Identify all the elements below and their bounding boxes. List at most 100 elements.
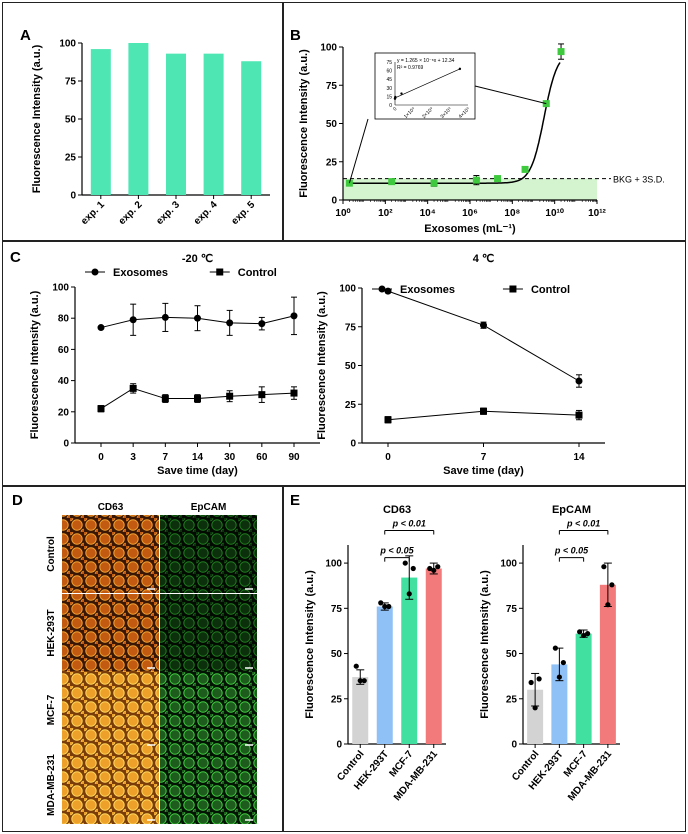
e1-y-axis-tick-label: 0 (336, 740, 342, 751)
e2-significance-label: p < 0.01 (566, 519, 600, 529)
e2-replicate-point (605, 602, 611, 608)
a-x-tick-label: exp. 5 (229, 199, 257, 227)
b-inset-y-tick-label: 15 (386, 94, 392, 100)
c2-legend-exosomes-label: Exosomes (400, 284, 455, 296)
d-cd63-image (62, 594, 159, 672)
c1-y-axis-tick-label: 100 (52, 283, 69, 294)
c1-x-tick-label: 7 (163, 452, 169, 463)
panel-label-b: B (290, 27, 301, 44)
b-y-axis-tick-label: 100 (320, 43, 337, 54)
e1-y-axis-label: Fluorescence Intensity (a.u.) (304, 570, 316, 719)
d-column-header: EpCAM (191, 502, 227, 513)
e2-significance-label: p < 0.05 (554, 546, 589, 556)
e1-y-axis-tick-label: 50 (331, 649, 343, 660)
panel-label-d: D (12, 492, 23, 509)
c1-legend-exosomes-label: Exosomes (113, 267, 168, 279)
e1-y-axis-tick-label: 75 (331, 604, 343, 615)
c1-legend-control-marker (216, 268, 224, 276)
e2-x-tick-label: MDA-MB-231 (566, 749, 614, 804)
c1-y-axis-tick-label: 80 (58, 314, 70, 325)
b-y-axis-tick-label: 25 (326, 157, 338, 168)
c1-exosomes-marker (161, 313, 169, 321)
panel-label-e: E (290, 492, 300, 509)
e1-title: CD63 (383, 504, 411, 516)
d-cd63-image (62, 515, 159, 593)
a-bar (90, 49, 111, 195)
e2-replicate-point (581, 632, 587, 639)
c1-control-marker (161, 395, 169, 403)
e2-replicate-point (552, 645, 558, 651)
c1-x-tick-label: 60 (256, 452, 268, 463)
c1-exosomes-marker (290, 312, 298, 320)
c1-control-marker (194, 395, 201, 403)
a-y-axis-tick-label: 75 (65, 77, 77, 88)
e1-x-tick-label: MDA-MB-231 (392, 749, 440, 804)
a-x-tick-label: exp. 2 (117, 199, 145, 227)
e1-replicate-point (361, 678, 367, 684)
panel-label-a: A (20, 27, 31, 44)
d-cd63-image (62, 746, 159, 824)
c1-exosomes-marker (258, 320, 266, 328)
c1-title: -20 ℃ (182, 253, 213, 265)
c1-x-tick-label: 30 (224, 452, 236, 463)
c2-y-axis-tick-label: 50 (345, 361, 357, 372)
e2-bar (527, 689, 544, 744)
b-inset-point (400, 92, 403, 95)
b-data-point (430, 179, 438, 187)
c2-control-marker (384, 416, 392, 424)
c1-exosomes-marker (129, 316, 137, 324)
e1-bar (376, 606, 393, 744)
c1-x-axis-label: Save time (day) (157, 465, 238, 477)
c2-control-marker (480, 407, 487, 415)
b-y-axis-tick-label: 50 (326, 119, 338, 130)
b-x-tick-label: 10⁶ (462, 208, 478, 219)
b-inset-r2: R² = 0.9769 (397, 65, 423, 71)
a-x-tick-label: exp. 4 (192, 199, 220, 227)
b-y-axis-tick-label: 75 (326, 81, 338, 92)
b-y-axis-label: Fluorescence Intensity (a.u.) (298, 49, 310, 198)
c2-x-tick-label: 7 (481, 452, 487, 463)
c1-control-marker (226, 392, 234, 400)
e2-replicate-point (532, 705, 538, 711)
c2-legend-exosomes-marker (378, 285, 386, 293)
b-x-tick-label: 10¹⁰ (545, 208, 563, 219)
a-y-axis-tick-label: 25 (65, 153, 77, 164)
b-inset-connector (474, 85, 547, 105)
a-y-axis-tick-label: 0 (70, 191, 76, 202)
b-x-axis-label: Exosomes (mL⁻¹) (424, 223, 516, 235)
b-x-tick-label: 10⁸ (504, 208, 520, 219)
c1-x-tick-label: 14 (192, 452, 204, 463)
e2-replicate-point (528, 679, 534, 686)
a-x-tick-label: exp. 1 (79, 199, 107, 227)
e1-replicate-point (427, 565, 433, 572)
a-bar (203, 53, 224, 195)
d-epcam-image (160, 746, 257, 824)
c1-y-axis-tick-label: 60 (58, 345, 70, 356)
e1-bar (352, 677, 369, 744)
b-threshold-label: BKG + 3S.D. (613, 175, 665, 185)
d-cd63-image (62, 671, 159, 749)
d-column-header: CD63 (98, 502, 124, 513)
c1-exosomes-marker (226, 319, 234, 327)
e2-y-axis-tick-label: 100 (500, 559, 517, 570)
c2-y-axis-label: Fluorescence Intensity (a.u.) (316, 291, 328, 440)
e1-replicate-point (402, 560, 408, 566)
d-row-label: MDA-MB-231 (46, 754, 57, 816)
e2-bar (575, 633, 592, 744)
panel-b (282, 2, 686, 242)
e1-significance-label: p < 0.01 (392, 519, 426, 529)
d-epcam-image (160, 671, 257, 749)
c1-exosomes-marker (97, 324, 105, 332)
e2-bar (599, 584, 616, 744)
e2-y-axis-tick-label: 25 (506, 694, 518, 705)
b-inset-point (394, 95, 397, 99)
e1-replicate-point (378, 600, 384, 606)
e2-replicate-point (585, 631, 591, 637)
c2-series-line (387, 290, 580, 382)
e2-y-axis-label: Fluorescence Intensity (a.u.) (479, 570, 491, 719)
b-data-point (388, 178, 396, 186)
b-inset-y-tick-label: 75 (386, 60, 392, 66)
b-x-tick-label: 10² (378, 208, 393, 219)
c1-x-tick-label: 90 (288, 452, 300, 463)
